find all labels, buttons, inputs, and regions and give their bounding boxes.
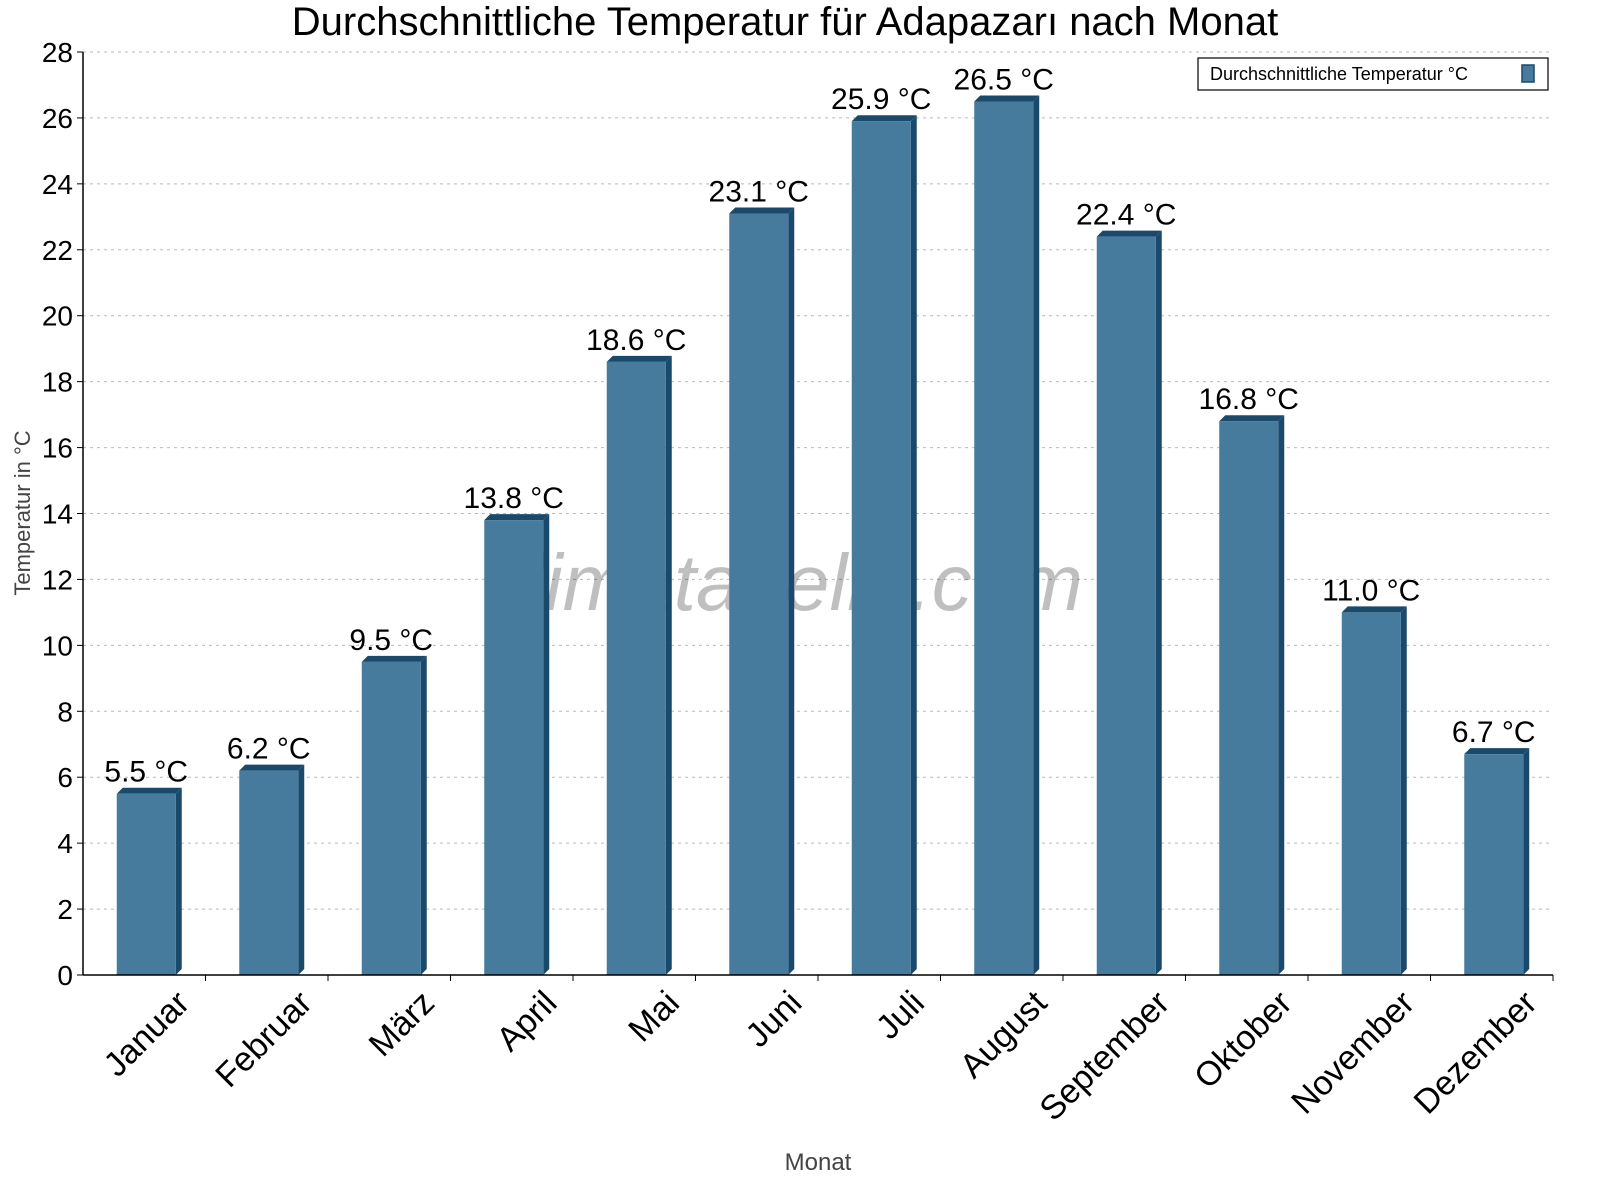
bar-top <box>974 95 1040 102</box>
x-tick-label: August <box>953 983 1055 1085</box>
bar <box>239 770 299 975</box>
x-tick-label: Mai <box>621 984 687 1050</box>
bar <box>729 213 789 975</box>
legend-label: Durchschnittliche Temperatur °C <box>1210 64 1468 84</box>
bar-side <box>543 514 550 975</box>
y-tick-label: 6 <box>57 762 73 793</box>
bar-side <box>788 207 795 975</box>
bar <box>1219 421 1279 975</box>
data-label: 18.6 °C <box>586 324 686 357</box>
bar <box>1341 612 1401 975</box>
y-tick-label: 8 <box>57 696 73 727</box>
bar-side <box>175 787 182 975</box>
y-tick-label: 10 <box>42 630 73 661</box>
data-label: 23.1 °C <box>709 176 809 209</box>
bar-side <box>910 115 917 976</box>
y-tick-label: 12 <box>42 564 73 595</box>
bar-top <box>1341 606 1407 613</box>
y-tick-label: 24 <box>42 169 73 200</box>
bar-top <box>851 115 917 122</box>
chart-title: Durchschnittliche Temperatur für Adapaza… <box>292 0 1278 44</box>
bar-top <box>361 655 427 662</box>
x-axis-label: Monat <box>785 1149 852 1176</box>
y-tick-label: 22 <box>42 235 73 266</box>
bar-top <box>116 787 182 794</box>
bar-side <box>298 764 305 975</box>
gridlines <box>83 51 1553 910</box>
x-tick-label: Februar <box>208 984 319 1095</box>
y-tick-label: 20 <box>42 301 73 332</box>
bar-side <box>1278 415 1285 975</box>
bar-top <box>606 355 672 362</box>
bar-side <box>665 355 672 976</box>
data-label: 6.7 °C <box>1452 716 1536 749</box>
bar <box>361 661 421 975</box>
bar-top <box>1096 230 1162 237</box>
x-tick-label: Oktober <box>1187 984 1299 1096</box>
bar-top <box>1219 415 1285 422</box>
data-label: 13.8 °C <box>464 482 564 515</box>
x-tick-label: November <box>1284 984 1422 1122</box>
bar <box>1464 754 1524 975</box>
y-tick-label: 18 <box>42 367 73 398</box>
legend-swatch <box>1521 64 1535 83</box>
x-tick-label: Juni <box>738 984 809 1055</box>
bar <box>606 361 666 976</box>
bar-top <box>239 764 305 771</box>
x-tick-label: Januar <box>97 984 197 1084</box>
data-label: 9.5 °C <box>349 624 433 657</box>
y-tick-label: 0 <box>57 960 73 991</box>
bar-side <box>1400 606 1407 975</box>
bar-side <box>420 655 427 975</box>
data-label: 22.4 °C <box>1076 199 1176 232</box>
bar-side <box>1155 230 1162 976</box>
bar <box>851 121 911 976</box>
bar-side <box>1523 748 1530 975</box>
bar <box>116 793 176 975</box>
y-tick-label: 4 <box>57 828 73 859</box>
y-tick-label: 28 <box>42 37 73 68</box>
bar-top <box>1464 748 1530 755</box>
x-tick-label: April <box>489 984 564 1059</box>
y-axis-label: Temperatur in °C <box>10 430 35 595</box>
bar-top <box>729 207 795 214</box>
x-tick-label: März <box>362 984 442 1064</box>
bar-top <box>484 514 550 521</box>
bar-side <box>1033 95 1040 976</box>
legend: Durchschnittliche Temperatur °C <box>1197 57 1549 91</box>
data-label: 5.5 °C <box>104 756 188 789</box>
y-tick-label: 16 <box>42 433 73 464</box>
x-tick-label: Dezember <box>1407 984 1545 1122</box>
data-label: 11.0 °C <box>1322 574 1420 607</box>
data-label: 25.9 °C <box>831 83 931 116</box>
data-label: 16.8 °C <box>1199 383 1299 416</box>
y-tick-label: 26 <box>42 103 73 134</box>
bar <box>484 520 544 975</box>
data-label: 6.2 °C <box>227 733 311 766</box>
x-tick-label: Juli <box>869 984 932 1047</box>
bar <box>974 101 1034 976</box>
x-tick-label: September <box>1032 984 1176 1128</box>
y-tick-label: 2 <box>57 894 73 925</box>
data-label: 26.5 °C <box>954 63 1054 96</box>
bar <box>1096 236 1156 976</box>
bars: 5.5 °C 6.2 °C 9.5 °C 13.8 °C 18.6 °C 23.1 °C 2… <box>104 63 1536 976</box>
y-tick-label: 14 <box>42 499 73 530</box>
